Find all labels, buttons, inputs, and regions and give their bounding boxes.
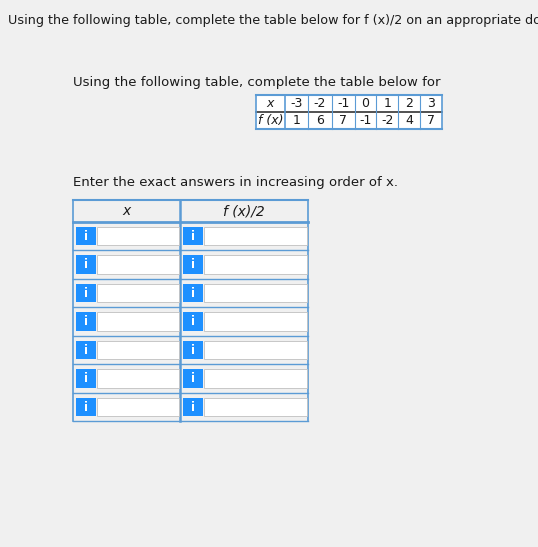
Text: i: i bbox=[191, 400, 195, 414]
Text: Using the following table, complete the table below for ​​​​​​​​​​​​​​​​​​​​​​​​: Using the following table, complete the … bbox=[74, 77, 445, 89]
Bar bbox=[204, 255, 307, 274]
Bar bbox=[97, 226, 179, 245]
Bar bbox=[76, 398, 96, 416]
Text: Using the following table, complete the table below for f (x)/2 on an appropriat: Using the following table, complete the … bbox=[8, 14, 538, 27]
Text: i: i bbox=[84, 315, 88, 328]
Text: f (x)/2: f (x)/2 bbox=[223, 204, 265, 218]
Text: i: i bbox=[84, 372, 88, 385]
Bar bbox=[183, 226, 203, 245]
Bar bbox=[76, 369, 96, 387]
Text: -1: -1 bbox=[359, 114, 372, 127]
Text: i: i bbox=[84, 344, 88, 357]
Bar bbox=[204, 369, 307, 387]
Text: x: x bbox=[267, 97, 274, 110]
Bar bbox=[74, 336, 308, 364]
Bar bbox=[97, 283, 179, 302]
Text: 6: 6 bbox=[316, 114, 324, 127]
Bar bbox=[76, 312, 96, 330]
Bar bbox=[183, 312, 203, 330]
Bar bbox=[204, 283, 307, 302]
Text: -3: -3 bbox=[291, 97, 303, 110]
Text: 4: 4 bbox=[405, 114, 413, 127]
Text: Using the following table, complete the table below for: Using the following table, complete the … bbox=[74, 77, 445, 89]
Bar bbox=[74, 364, 308, 393]
Bar bbox=[183, 369, 203, 387]
Text: x: x bbox=[123, 204, 131, 218]
Bar bbox=[97, 312, 179, 330]
Text: 2: 2 bbox=[405, 97, 413, 110]
Text: 0: 0 bbox=[362, 97, 370, 110]
Text: i: i bbox=[191, 372, 195, 385]
Bar bbox=[74, 222, 308, 251]
Bar bbox=[74, 251, 308, 279]
Bar bbox=[204, 312, 307, 330]
Bar bbox=[97, 398, 179, 416]
Bar bbox=[76, 283, 96, 302]
Bar bbox=[74, 307, 308, 336]
Bar bbox=[183, 398, 203, 416]
Bar bbox=[97, 341, 179, 359]
Text: i: i bbox=[84, 287, 88, 300]
Bar bbox=[76, 341, 96, 359]
Bar bbox=[97, 369, 179, 387]
Bar bbox=[183, 283, 203, 302]
Text: i: i bbox=[84, 258, 88, 271]
Text: 1: 1 bbox=[384, 97, 391, 110]
Bar bbox=[76, 226, 96, 245]
Text: 1: 1 bbox=[293, 114, 301, 127]
Text: 3: 3 bbox=[427, 97, 435, 110]
Bar bbox=[74, 200, 308, 421]
Text: i: i bbox=[191, 230, 195, 243]
Bar bbox=[183, 255, 203, 274]
Bar bbox=[74, 393, 308, 421]
Bar bbox=[76, 255, 96, 274]
Bar bbox=[74, 279, 308, 307]
Bar bbox=[204, 398, 307, 416]
Bar bbox=[204, 341, 307, 359]
Text: i: i bbox=[191, 258, 195, 271]
Bar bbox=[97, 255, 179, 274]
Text: -2: -2 bbox=[381, 114, 393, 127]
Text: i: i bbox=[84, 400, 88, 414]
Text: f (x): f (x) bbox=[258, 114, 283, 127]
Text: -1: -1 bbox=[337, 97, 349, 110]
Bar bbox=[204, 226, 307, 245]
Text: -2: -2 bbox=[314, 97, 326, 110]
Text: i: i bbox=[191, 315, 195, 328]
Text: Enter the exact answers in increasing order of x.: Enter the exact answers in increasing or… bbox=[74, 176, 399, 189]
Bar bbox=[183, 341, 203, 359]
Text: i: i bbox=[84, 230, 88, 243]
Text: 7: 7 bbox=[339, 114, 347, 127]
Text: i: i bbox=[191, 344, 195, 357]
Text: 7: 7 bbox=[427, 114, 435, 127]
Bar bbox=[256, 95, 442, 129]
Text: i: i bbox=[191, 287, 195, 300]
